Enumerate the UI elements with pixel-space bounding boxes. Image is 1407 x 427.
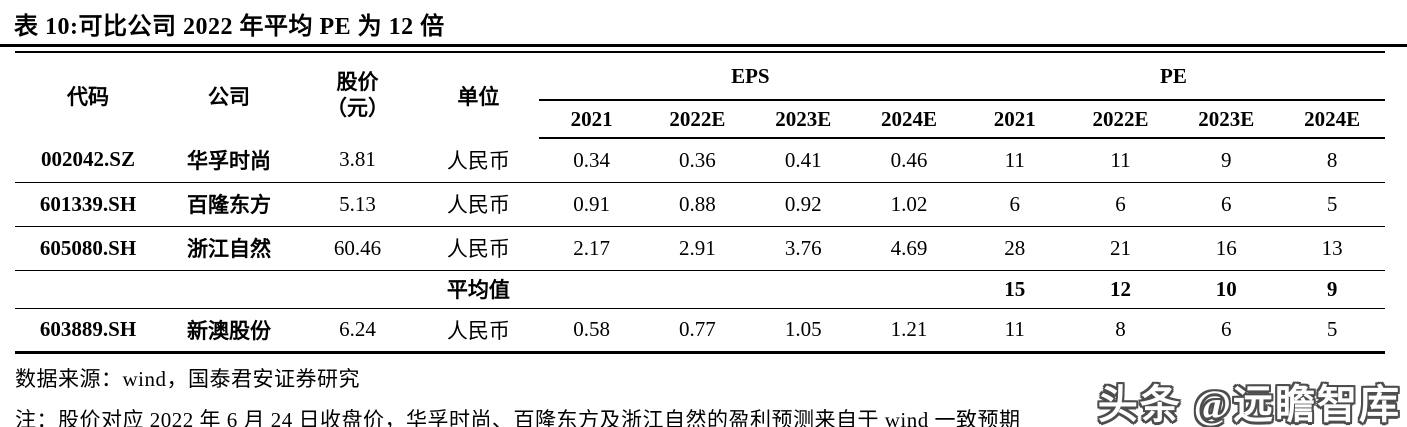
cell-pe-2024e: 5 bbox=[1279, 307, 1385, 352]
eps-year-2024e: 2024E bbox=[856, 100, 962, 139]
cell-code: 605080.SH bbox=[15, 225, 162, 270]
header-cell-company: 公司 bbox=[208, 84, 251, 109]
cell-eps-2024e: 4.69 bbox=[856, 225, 962, 270]
cell-pe-2022e: 6 bbox=[1067, 181, 1174, 226]
cell-pe-2023e: 6 bbox=[1173, 181, 1280, 226]
cell-price: 6.24 bbox=[297, 307, 418, 352]
cell-unit: 人民币 bbox=[417, 307, 539, 352]
cell-eps-2023e: 0.41 bbox=[784, 147, 822, 172]
header-row-groups: 代码 公司 股价 （元） 单位 EPS PE bbox=[15, 52, 1385, 120]
header-group-eps: EPS bbox=[538, 52, 962, 101]
table-row-xinao: 603889.SH 新澳股份 6.24 人民币 0.58 0.77 1.05 1… bbox=[15, 307, 1385, 352]
pe-year-2024e: 2024E bbox=[1279, 100, 1385, 139]
cell-eps-2021: 0.58 bbox=[538, 307, 645, 352]
cell-eps-2024e: 1.21 bbox=[856, 307, 962, 352]
table-row-zhejiang: 605080.SH 浙江自然 60.46 人民币 2.17 2.91 3.76 … bbox=[15, 225, 1385, 270]
cell-eps-2022e: 0.88 bbox=[644, 181, 751, 226]
cell-pe-2023e: 9 bbox=[1221, 147, 1232, 172]
cell-pe-2022e: 11 bbox=[1110, 147, 1131, 172]
cell-eps-2023e: 1.05 bbox=[750, 307, 857, 352]
cell-eps-2021: 0.91 bbox=[538, 181, 645, 226]
cell-pe-2021: 11 bbox=[961, 307, 1068, 352]
cell-company: 百隆东方 bbox=[161, 181, 298, 226]
cell-eps-2024e: 0.46 bbox=[890, 147, 928, 172]
cell-eps-2022e: 0.36 bbox=[679, 147, 716, 172]
pe-year-2023e: 2023E bbox=[1173, 100, 1280, 139]
cell-eps-2023e: 3.76 bbox=[750, 225, 857, 270]
eps-year-2021: 2021 bbox=[538, 100, 645, 139]
cell-company: 华孚时尚 bbox=[187, 148, 272, 173]
table-row-average: 平均值 15 12 10 9 bbox=[15, 269, 1385, 308]
cell-company: 浙江自然 bbox=[161, 225, 298, 270]
cell-empty bbox=[856, 269, 962, 308]
table-title: 表 10:可比公司 2022 年平均 PE 为 12 倍 bbox=[0, 0, 1407, 47]
cell-code: 603889.SH bbox=[15, 307, 162, 352]
cell-empty bbox=[750, 269, 857, 308]
cell-price: 60.46 bbox=[297, 225, 418, 270]
data-source-text: 数据来源：wind，国泰君安证券研究 bbox=[15, 366, 360, 391]
avg-pe-2021: 15 bbox=[961, 269, 1068, 308]
header-price-line2: （元） bbox=[325, 95, 389, 120]
footnote-text: 注：股价对应 2022 年 6 月 24 日收盘价，华孚时尚、百隆东方及浙江自然… bbox=[15, 407, 1021, 427]
cell-eps-2022e: 0.77 bbox=[644, 307, 751, 352]
watermark-toutiao-yuanzhan: 头条 @远瞻智库 bbox=[1097, 382, 1401, 427]
table-row-bailong: 601339.SH 百隆东方 5.13 人民币 0.91 0.88 0.92 1… bbox=[15, 181, 1385, 226]
cell-unit: 人民币 bbox=[417, 181, 539, 226]
cell-empty bbox=[538, 269, 645, 308]
pe-year-2021: 2021 bbox=[961, 100, 1068, 139]
cell-pe-2021: 11 bbox=[1004, 147, 1025, 172]
table-row-huafu: 002042.SZ 华孚时尚 3.81 人民币 0.34 0.36 0.41 0… bbox=[15, 138, 1385, 182]
cell-pe-2022e: 8 bbox=[1067, 307, 1174, 352]
cell-unit: 人民币 bbox=[417, 225, 539, 270]
cell-pe-2023e: 16 bbox=[1173, 225, 1280, 270]
cell-pe-2021: 28 bbox=[961, 225, 1068, 270]
comparable-companies-table: 代码 公司 股价 （元） 单位 EPS PE 2021 2022E 2023E … bbox=[15, 51, 1385, 354]
cell-eps-2021: 2.17 bbox=[538, 225, 645, 270]
cell-eps-2024e: 1.02 bbox=[856, 181, 962, 226]
cell-pe-2024e: 5 bbox=[1279, 181, 1385, 226]
comparable-companies-table-wrap: 代码 公司 股价 （元） 单位 EPS PE 2021 2022E 2023E … bbox=[15, 51, 1385, 354]
cell-pe-2021: 6 bbox=[961, 181, 1068, 226]
average-label: 平均值 bbox=[417, 269, 539, 308]
cell-pe-2022e: 21 bbox=[1067, 225, 1174, 270]
cell-empty bbox=[297, 269, 418, 308]
cell-price: 5.13 bbox=[297, 181, 418, 226]
cell-eps-2021: 0.34 bbox=[573, 147, 611, 172]
header-cell-unit: 单位 bbox=[457, 84, 500, 109]
cell-pe-2024e: 8 bbox=[1326, 147, 1338, 172]
avg-pe-2022e: 12 bbox=[1067, 269, 1174, 308]
cell-eps-2022e: 2.91 bbox=[644, 225, 751, 270]
header-row-years: 2021 2022E 2023E 2024E 2021 2022E 2023E … bbox=[15, 100, 1385, 139]
cell-pe-2024e: 13 bbox=[1279, 225, 1385, 270]
cell-empty bbox=[644, 269, 751, 308]
avg-pe-2024e: 9 bbox=[1279, 269, 1385, 308]
avg-pe-2023e: 10 bbox=[1173, 269, 1280, 308]
eps-year-2022e: 2022E bbox=[644, 100, 751, 139]
cell-price: 3.81 bbox=[339, 147, 376, 172]
cell-unit: 人民币 bbox=[446, 148, 510, 173]
header-cell-price: 股价 （元） bbox=[297, 52, 418, 138]
cell-company: 新澳股份 bbox=[161, 307, 298, 352]
cell-empty bbox=[15, 269, 162, 308]
pe-year-2022e: 2022E bbox=[1067, 100, 1174, 139]
cell-eps-2023e: 0.92 bbox=[750, 181, 857, 226]
cell-code: 002042.SZ bbox=[41, 147, 135, 172]
cell-empty bbox=[161, 269, 298, 308]
cell-pe-2023e: 6 bbox=[1173, 307, 1280, 352]
cell-code: 601339.SH bbox=[15, 181, 162, 226]
eps-year-2023e: 2023E bbox=[750, 100, 857, 139]
header-group-pe: PE bbox=[961, 52, 1385, 101]
header-cell-code: 代码 bbox=[67, 84, 110, 109]
header-price-line1: 股价 bbox=[336, 70, 379, 95]
